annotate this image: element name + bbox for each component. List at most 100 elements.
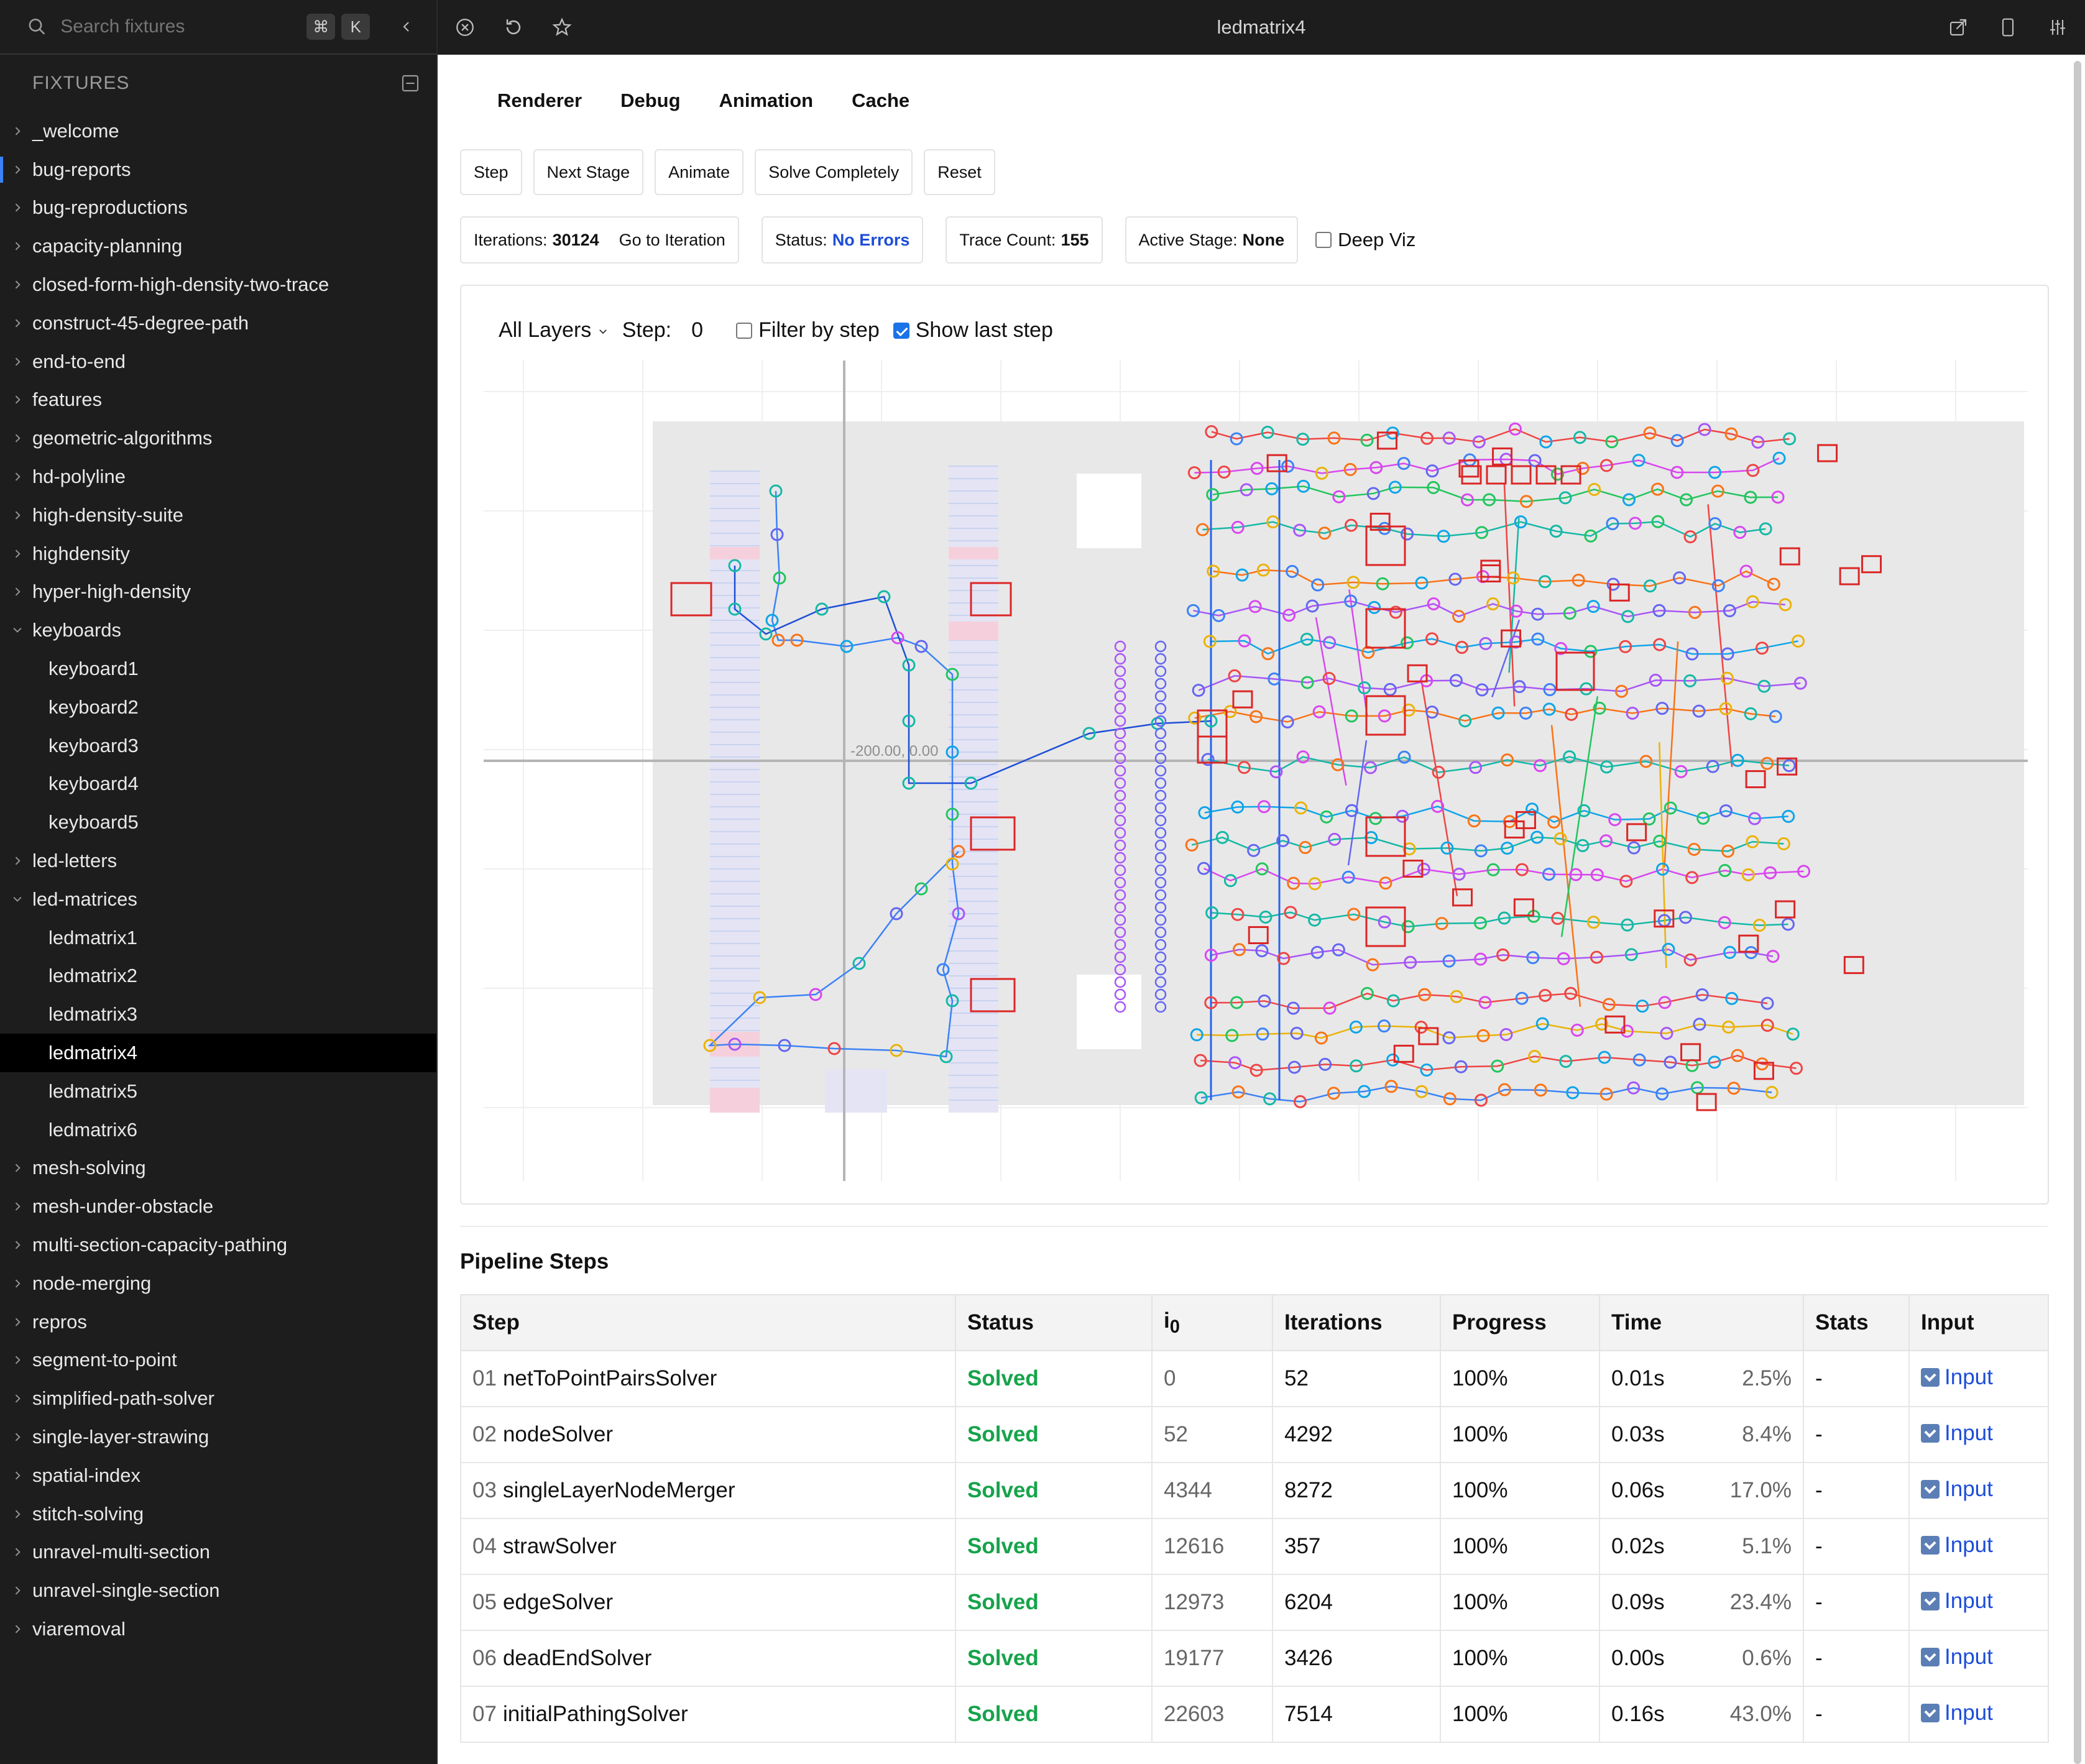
- time-value: 0.02s: [1611, 1534, 1665, 1558]
- fixture-folder[interactable]: led-letters: [0, 842, 436, 880]
- fixture-folder[interactable]: features: [0, 381, 436, 420]
- fixture-folder[interactable]: capacity-planning: [0, 227, 436, 265]
- input-download-link[interactable]: Input: [1921, 1421, 1993, 1446]
- fixture-label: simplified-path-solver: [32, 1387, 214, 1410]
- fixture-folder[interactable]: bug-reproductions: [0, 189, 436, 227]
- trace-node: [1777, 837, 1790, 851]
- tab-debug[interactable]: Debug: [620, 90, 681, 111]
- solve-completely-button[interactable]: Solve Completely: [755, 149, 913, 195]
- collapse-all-icon[interactable]: [400, 73, 420, 93]
- reset-button[interactable]: Reset: [924, 149, 995, 195]
- routing-canvas[interactable]: -200.00, 0.00: [461, 286, 2049, 1205]
- trace-node: [1586, 600, 1600, 613]
- trace-node: [1600, 760, 1614, 774]
- fixture-folder[interactable]: viaremoval: [0, 1610, 436, 1648]
- fixture-folder[interactable]: segment-to-point: [0, 1341, 436, 1380]
- time-cell: 0.09s 23.4%: [1599, 1574, 1804, 1631]
- trace-node: [1595, 1018, 1609, 1031]
- fixture-folder[interactable]: end-to-end: [0, 342, 436, 381]
- reload-button[interactable]: [501, 15, 526, 40]
- fixture-folder[interactable]: mesh-under-obstacle: [0, 1187, 436, 1226]
- trace-node: [1538, 575, 1552, 589]
- fixture-folder[interactable]: high-density-suite: [0, 496, 436, 535]
- step-button[interactable]: Step: [460, 149, 522, 195]
- show-last-step-toggle[interactable]: Show last step: [893, 318, 1053, 342]
- fixture-folder[interactable]: repros: [0, 1303, 436, 1341]
- device-preview-button[interactable]: [1995, 15, 2020, 40]
- deep-viz-checkbox[interactable]: [1315, 232, 1332, 248]
- fixture-folder[interactable]: geometric-algorithms: [0, 419, 436, 457]
- filter-by-step-checkbox[interactable]: [736, 322, 753, 339]
- fixture-label: mesh-solving: [32, 1157, 146, 1179]
- collapse-sidebar-button[interactable]: [395, 14, 418, 39]
- trace-node: [1154, 926, 1167, 939]
- settings-button[interactable]: [2045, 15, 2070, 40]
- fixture-item[interactable]: keyboard3: [0, 727, 436, 765]
- show-last-step-checkbox[interactable]: [893, 322, 909, 339]
- trace-segment: [1491, 619, 1521, 697]
- fixture-item[interactable]: ledmatrix4: [0, 1034, 436, 1072]
- trace-node: [1486, 863, 1500, 876]
- open-external-button[interactable]: [1946, 15, 1971, 40]
- input-download-link[interactable]: Input: [1921, 1701, 1993, 1725]
- animate-button[interactable]: Animate: [655, 149, 744, 195]
- close-button[interactable]: [453, 15, 477, 40]
- tab-cache[interactable]: Cache: [852, 90, 910, 111]
- fixture-item[interactable]: keyboard5: [0, 803, 436, 842]
- deep-viz-toggle[interactable]: Deep Viz: [1315, 229, 1415, 251]
- input-download-link[interactable]: Input: [1921, 1477, 1993, 1502]
- favorite-button[interactable]: [550, 15, 574, 40]
- fixture-folder[interactable]: simplified-path-solver: [0, 1379, 436, 1418]
- fixture-item[interactable]: keyboard4: [0, 765, 436, 804]
- trace-node: [1230, 432, 1243, 446]
- next-stage-button[interactable]: Next Stage: [533, 149, 644, 195]
- fixture-folder[interactable]: stitch-solving: [0, 1495, 436, 1533]
- input-download-link[interactable]: Input: [1921, 1589, 1993, 1614]
- fixture-folder[interactable]: construct-45-degree-path: [0, 304, 436, 342]
- fixture-item[interactable]: keyboard1: [0, 650, 436, 688]
- trace-node: [1590, 950, 1603, 964]
- tab-renderer[interactable]: Renderer: [497, 90, 582, 111]
- trace-node: [1570, 1023, 1584, 1037]
- fixture-folder[interactable]: bug-reports: [0, 150, 436, 189]
- fixture-folder[interactable]: node-merging: [0, 1264, 436, 1303]
- fixture-folder[interactable]: highdensity: [0, 535, 436, 573]
- fixture-item[interactable]: ledmatrix6: [0, 1111, 436, 1149]
- trace-node: [1205, 906, 1219, 920]
- fixture-folder[interactable]: closed-form-high-density-two-trace: [0, 265, 436, 304]
- fixture-folder[interactable]: keyboards: [0, 611, 436, 650]
- trace-node: [1628, 517, 1642, 530]
- fixture-folder[interactable]: unravel-multi-section: [0, 1533, 436, 1571]
- chevron-right-icon: [15, 1356, 21, 1364]
- trace-node: [1114, 653, 1126, 665]
- fixture-folder[interactable]: single-layer-strawing: [0, 1418, 436, 1456]
- fixture-folder[interactable]: unravel-single-section: [0, 1571, 436, 1610]
- trace-node: [1114, 727, 1126, 740]
- trace-node: [1767, 577, 1780, 591]
- search-input[interactable]: [60, 16, 301, 37]
- tab-animation[interactable]: Animation: [719, 90, 814, 111]
- fixture-item[interactable]: ledmatrix3: [0, 995, 436, 1034]
- trace-node: [1427, 597, 1440, 610]
- filter-by-step-toggle[interactable]: Filter by step: [736, 318, 880, 342]
- vertical-scrollbar[interactable]: [2074, 61, 2081, 1764]
- fixture-folder[interactable]: spatial-index: [0, 1456, 436, 1495]
- fixture-folder[interactable]: mesh-solving: [0, 1149, 436, 1188]
- fixture-folder[interactable]: _welcome: [0, 112, 436, 150]
- input-download-link[interactable]: Input: [1921, 1533, 1993, 1558]
- fixture-item[interactable]: ledmatrix5: [0, 1072, 436, 1111]
- layer-select[interactable]: All Layers: [499, 318, 609, 342]
- fixture-folder[interactable]: multi-section-capacity-pathing: [0, 1226, 436, 1264]
- step-input[interactable]: 0: [691, 318, 704, 342]
- via-marker: [1402, 860, 1424, 878]
- input-download-link[interactable]: Input: [1921, 1365, 1993, 1390]
- go-to-iteration-button[interactable]: Go to Iteration: [619, 230, 725, 249]
- input-download-link[interactable]: Input: [1921, 1645, 1993, 1670]
- fixture-folder[interactable]: hyper-high-density: [0, 573, 436, 612]
- fixture-item[interactable]: ledmatrix2: [0, 957, 436, 996]
- trace-segment: [1550, 725, 1581, 1007]
- fixture-folder[interactable]: hd-polyline: [0, 457, 436, 496]
- fixture-folder[interactable]: led-matrices: [0, 880, 436, 919]
- fixture-item[interactable]: ledmatrix1: [0, 919, 436, 957]
- fixture-item[interactable]: keyboard2: [0, 688, 436, 727]
